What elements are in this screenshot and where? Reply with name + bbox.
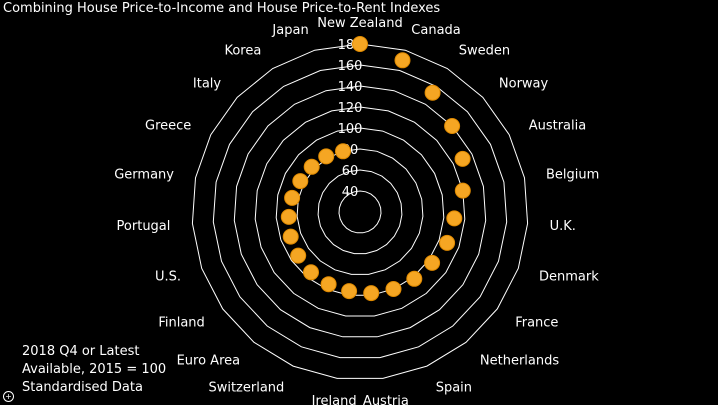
data-points <box>280 36 471 302</box>
category-label: Switzerland <box>208 380 284 395</box>
grid-ring <box>275 127 445 296</box>
category-label: Australia <box>529 119 587 134</box>
data-point <box>444 118 461 134</box>
data-point <box>282 228 299 245</box>
category-label: Spain <box>436 380 472 395</box>
data-point <box>454 182 471 199</box>
grid-ring <box>317 169 403 255</box>
radial-tick-label: 60 <box>342 164 359 179</box>
category-label: Austria <box>363 394 409 405</box>
category-label: Belgium <box>546 167 599 182</box>
category-label: Finland <box>158 316 204 331</box>
category-label: Netherlands <box>480 353 559 368</box>
data-point <box>320 276 337 293</box>
grid-ring <box>191 43 529 379</box>
category-label: Denmark <box>539 270 599 285</box>
category-label: Germany <box>114 167 174 182</box>
data-point <box>424 84 441 101</box>
footnote-line: Standardised Data <box>22 380 143 395</box>
data-point <box>284 189 301 206</box>
radial-tick-label: 100 <box>338 122 363 137</box>
category-label: Korea <box>224 44 261 59</box>
radial-tick-label: 160 <box>338 59 363 74</box>
data-point <box>335 143 351 160</box>
data-point <box>290 247 307 264</box>
category-label: Portugal <box>117 219 171 234</box>
footnote-line: Available, 2015 = 100 <box>22 362 167 377</box>
category-label: Greece <box>145 119 191 134</box>
category-label: U.K. <box>550 219 576 234</box>
category-label: Italy <box>193 76 222 91</box>
radial-tick-label: 120 <box>338 101 363 116</box>
data-point <box>292 173 309 190</box>
category-label: Norway <box>499 76 549 91</box>
data-point <box>394 52 411 69</box>
category-label: U.S. <box>155 270 181 285</box>
category-label: Canada <box>411 23 460 38</box>
category-label: New Zealand <box>317 16 402 31</box>
data-point <box>303 158 320 175</box>
category-label: Euro Area <box>177 353 241 368</box>
footnote-line: 2018 Q4 or Latest <box>22 344 140 359</box>
grid-ring <box>338 190 382 234</box>
category-label: Ireland <box>312 394 357 405</box>
grid-ring <box>212 64 508 359</box>
grid-ring <box>233 85 487 338</box>
data-point <box>303 264 319 281</box>
data-point <box>352 36 368 52</box>
category-label: France <box>515 316 558 331</box>
data-point <box>280 208 297 225</box>
grid-ring <box>254 106 466 317</box>
radial-tick-label: 140 <box>338 80 363 95</box>
data-point <box>341 283 358 300</box>
data-point <box>446 210 463 227</box>
footnote: 2018 Q4 or Latest Available, 2015 = 100 … <box>22 343 166 397</box>
data-point <box>439 234 456 251</box>
data-point <box>318 148 335 165</box>
radial-tick-label: 40 <box>342 185 359 200</box>
data-point <box>363 285 380 302</box>
data-point <box>424 254 441 271</box>
data-point <box>385 281 402 297</box>
category-labels: New Zealand Canada Sweden Norway Australia Be… <box>114 16 599 405</box>
category-label: Japan <box>271 23 308 38</box>
expand-icon[interactable]: + <box>3 391 14 402</box>
radial-tick-labels: 406080100120140160180 <box>338 38 363 200</box>
data-point <box>406 270 423 287</box>
chart-title: Combining House Price-to-Income and Hous… <box>3 1 441 16</box>
data-point <box>454 150 471 167</box>
category-label: Sweden <box>459 44 510 59</box>
